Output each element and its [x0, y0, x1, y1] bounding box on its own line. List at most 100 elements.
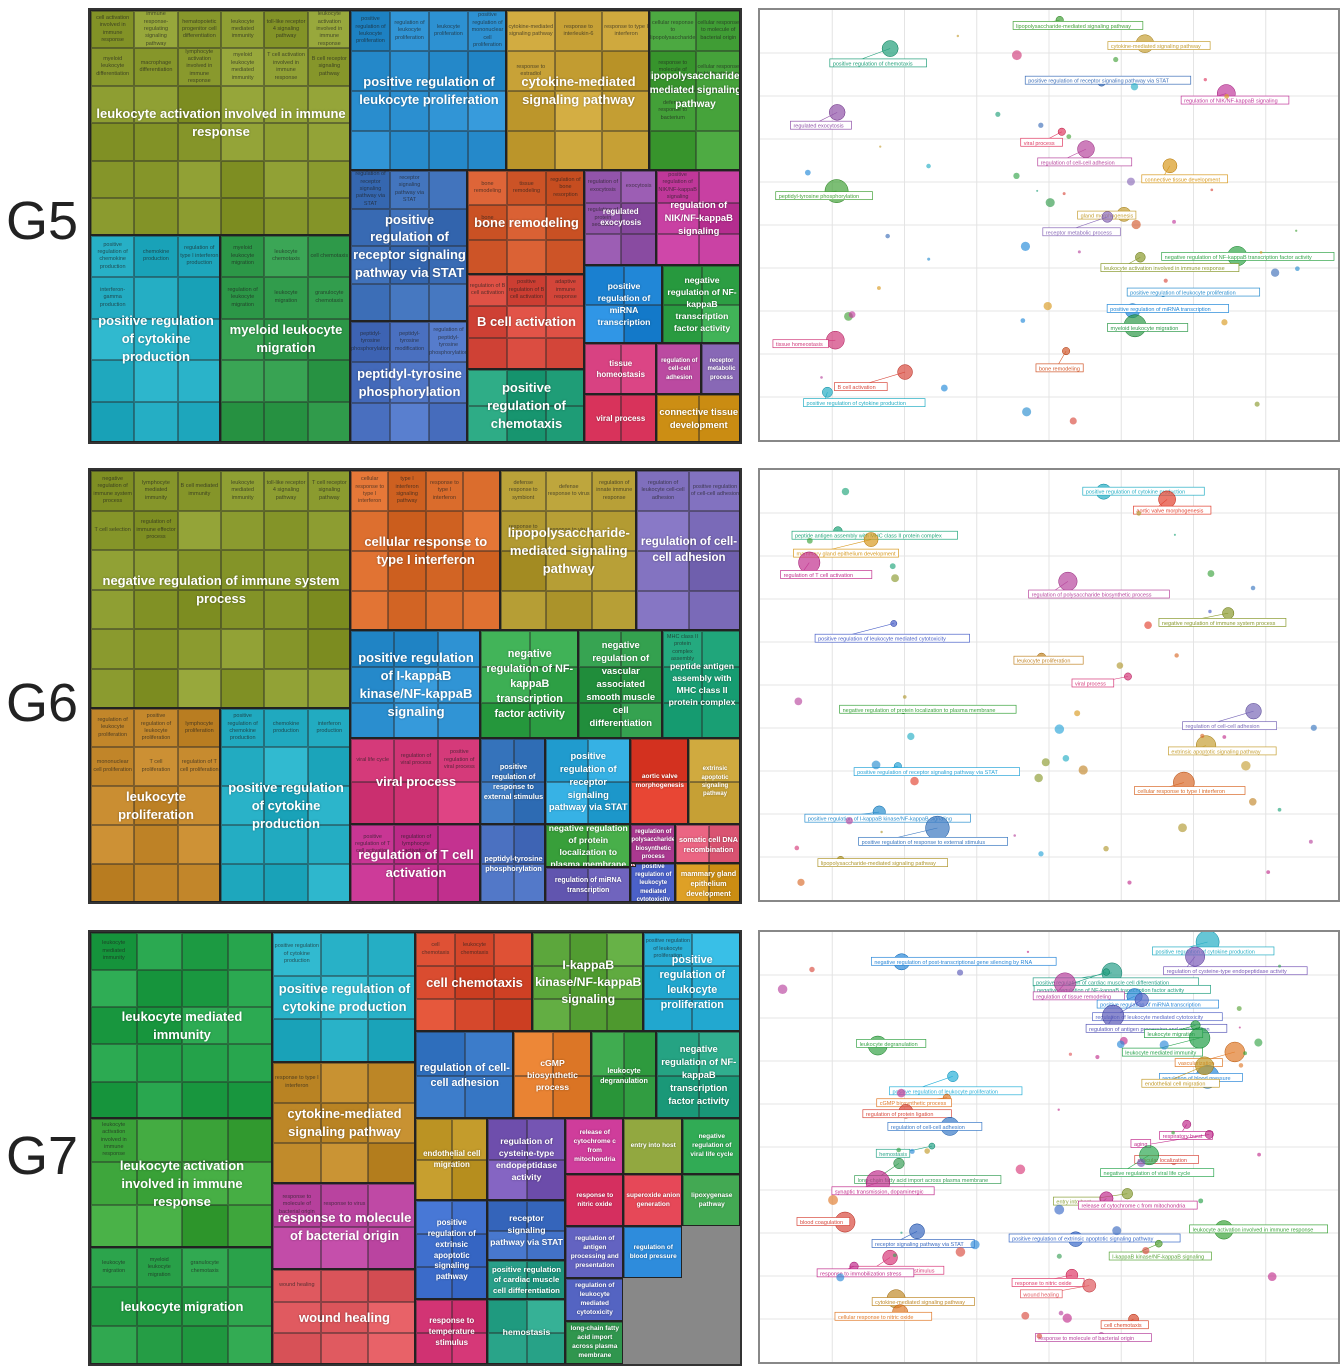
treemap-block-label: regulation of cell-cell adhesion: [416, 1032, 513, 1117]
scatter-point: [1225, 1042, 1245, 1062]
scatter-point: [1036, 190, 1038, 192]
scatter-point: [897, 1089, 906, 1098]
scatter-point: [1127, 880, 1131, 884]
group-label-g5: G5: [6, 190, 78, 252]
scatter-point: [1063, 755, 1070, 762]
scatter-label: response to immobilization stress: [820, 1271, 902, 1277]
scatter-point: [1059, 572, 1077, 590]
scatter-label: positive regulation of leukocyte mediate…: [818, 637, 946, 643]
treemap-block: positive regulation of chemokine product…: [90, 235, 220, 442]
scatter-point: [828, 1195, 838, 1205]
scatter-label: blood coagulation: [800, 1220, 843, 1226]
scatter-point: [1295, 266, 1300, 271]
scatter-label: regulation of tissue remodeling: [1036, 994, 1111, 1000]
treemap-block: regulation of cysteine-type endopeptidas…: [487, 1118, 565, 1200]
scatter-point: [1013, 834, 1016, 837]
scatter-point: [929, 1143, 935, 1149]
scatter-point: [1037, 1333, 1042, 1338]
treemap-block: viral process: [584, 394, 656, 442]
treemap-block-label: cellular response to type I interferon: [351, 471, 500, 630]
scatter-point: [1311, 725, 1317, 731]
scatter-point: [907, 733, 914, 740]
scatter-point: [1021, 242, 1030, 251]
scatter-label: response to nitric oxide: [1015, 1281, 1072, 1287]
treemap-block-label: hemostasis: [488, 1300, 565, 1364]
scatter-point: [1063, 1313, 1072, 1322]
scatter-label: cellular response to type I interferon: [1138, 789, 1225, 795]
treemap-block-label: peptide antigen assembly with MHC class …: [663, 631, 740, 738]
scatter-point: [1189, 1028, 1210, 1049]
treemap-block: positive regulation of I-kappaB kinase/N…: [350, 630, 480, 738]
scatter-label: cell chemotaxis: [1104, 1323, 1142, 1329]
scatter-point: [924, 1148, 930, 1154]
scatter-point: [1268, 1272, 1277, 1281]
scatter-point: [1278, 965, 1281, 968]
scatter-point: [1034, 774, 1042, 782]
scatter-point: [1059, 1311, 1064, 1316]
scatter-point: [1171, 1131, 1175, 1135]
scatter-label: leukocyte proliferation: [1017, 659, 1071, 665]
scatter-label: cytokine-mediated signaling pathway: [1111, 44, 1201, 50]
scatter-point: [941, 385, 948, 392]
scatter-point: [1054, 973, 1075, 994]
scatter-point: [1239, 1063, 1243, 1067]
scatter-point: [1103, 969, 1110, 976]
treemap-block-label: cytokine-mediated signaling pathway: [273, 1063, 415, 1183]
treemap-block: entry into host: [623, 1118, 682, 1174]
scatter-point: [1135, 993, 1149, 1007]
treemap-block-label: aortic valve morphogenesis: [631, 739, 689, 824]
treemap-block-label: I-kappaB kinase/NF-kappaB signaling: [533, 933, 643, 1031]
treemap-block-label: regulation of cysteine-type endopeptidas…: [488, 1119, 565, 1200]
treemap-block-label: leukocyte proliferation: [91, 709, 220, 902]
scatter-point: [910, 777, 918, 785]
treemap-block: response to molecule of bacterial origin…: [272, 1183, 415, 1269]
scatter-point: [1079, 765, 1088, 774]
scatter-point: [1021, 1312, 1029, 1320]
scatter-label: regulation of cell-cell adhesion: [1186, 724, 1260, 730]
scatter-point: [1074, 710, 1080, 716]
scatter-label: regulation of polysaccharide biosyntheti…: [1032, 593, 1152, 599]
scatter-label: negative regulation of viral life cycle: [1104, 1171, 1191, 1177]
treemap-block-label: positive regulation of cytokine producti…: [91, 236, 220, 442]
treemap-block-label: positive regulation of receptor signalin…: [351, 171, 467, 321]
scatter-label: bone remodeling: [1039, 366, 1080, 372]
treemap-block-label: extrinsic apoptotic signaling pathway: [689, 739, 740, 824]
scatter-point: [1044, 302, 1052, 310]
scatter-point: [891, 574, 899, 582]
treemap-block-label: regulation of blood pressure: [624, 1227, 682, 1278]
treemap-block: regulation of blood pressure: [623, 1226, 682, 1278]
scatter-point: [1054, 1205, 1064, 1215]
scatter-label: positive regulation of cytokine producti…: [1155, 949, 1254, 955]
scatter-point: [1249, 798, 1257, 806]
scatter-point: [1021, 318, 1026, 323]
scatter-point: [846, 817, 853, 824]
treemap-block: hemostasis: [487, 1299, 565, 1364]
treemap-block: negative regulation of protein localizat…: [545, 824, 630, 867]
treemap-block: extrinsic apoptotic signaling pathway: [688, 738, 740, 824]
scatter-point: [903, 695, 907, 699]
treemap-block: negative regulation of viral life cycle: [682, 1118, 741, 1174]
treemap-block-label: response to nitric oxide: [566, 1175, 624, 1226]
treemap-block-label: regulation of cell-cell adhesion: [657, 344, 702, 395]
treemap-block-label: positive regulation of leukocyte mediate…: [631, 864, 676, 902]
scatter-label: wound healing: [1022, 1292, 1058, 1298]
treemap-block: negative regulation of NF-kappaB transcr…: [662, 265, 740, 343]
scatter-point: [1309, 840, 1313, 844]
treemap-block: positive regulation of receptor signalin…: [545, 738, 630, 824]
scatter-point: [1251, 586, 1256, 591]
treemap-block-label: positive regulation of miRNA transcripti…: [585, 266, 662, 343]
treemap-block: response to nitric oxide: [565, 1174, 624, 1226]
treemap-block-label: cGMP biosynthetic process: [514, 1032, 591, 1117]
scatter-label: leukocyte activation involved in immune …: [1104, 266, 1225, 272]
scatter-point: [795, 846, 800, 851]
scatter-label: I-kappaB kinase/NF-kappaB signaling: [1112, 1255, 1204, 1261]
scatter-point: [1142, 1247, 1149, 1254]
treemap-block: connective tissue development: [656, 394, 741, 442]
treemap-block-label: peptidyl-tyrosine phosphorylation: [481, 825, 545, 902]
treemap-block-label: negative regulation of protein localizat…: [546, 825, 630, 867]
treemap-block-label: superoxide anion generation: [624, 1175, 682, 1226]
treemap-block-label: cytokine-mediated signaling pathway: [507, 11, 649, 170]
treemap-block-label: regulation of tissue remodeling: [631, 864, 637, 867]
